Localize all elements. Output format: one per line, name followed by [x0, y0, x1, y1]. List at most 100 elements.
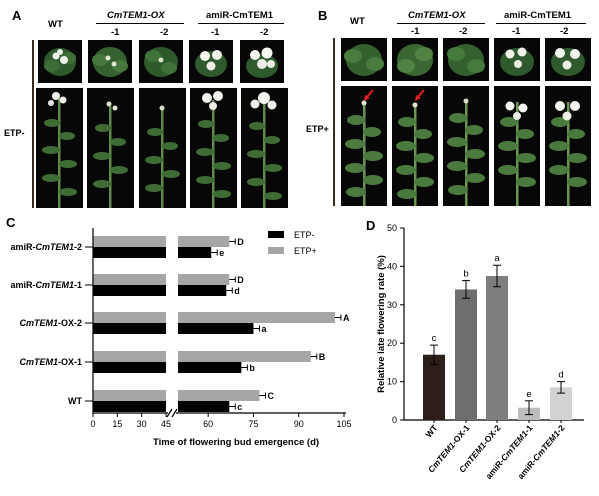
bar-etp-plus-left-1	[93, 274, 166, 285]
y-tick-label-d-5: 50	[387, 223, 397, 233]
bud-icon	[158, 57, 164, 63]
bar-d-1	[455, 289, 477, 420]
photo-a-plant-wt	[36, 88, 83, 208]
panel-a-row-bar	[32, 40, 34, 208]
panel-a-wt-label: WT	[48, 19, 63, 30]
panel-a-amir-label: amiR-CmTEM1	[206, 10, 274, 21]
legend-swatch-etp-minus	[268, 231, 284, 238]
panel-b-ox2-label: -2	[459, 26, 468, 37]
photo-a-plant-ox1	[87, 88, 134, 208]
sig-letter-d-3: e	[526, 389, 531, 400]
panel-b-amir2-label: -2	[560, 26, 569, 37]
leaf-rosette-icon	[397, 44, 433, 76]
panel-d-letter: D	[366, 218, 376, 233]
bar-etp-plus-1	[178, 274, 230, 285]
photo-b-plant-ox2	[443, 86, 489, 206]
leaf-rosette-icon	[92, 47, 128, 77]
bar-etp-minus-1	[178, 285, 227, 296]
bud-icon	[106, 101, 118, 111]
panel-b-ox-label: CmTEM1-OX	[408, 10, 466, 21]
y-tick-label-d-0: 0	[392, 415, 397, 425]
sig-letter-c-0-4: C	[267, 391, 274, 401]
panel-a-letter: A	[12, 8, 22, 23]
bar-etp-plus-left-3	[93, 351, 166, 362]
photo-a-plant-amir2	[241, 88, 288, 208]
y-tick-label-d-4: 40	[387, 261, 397, 271]
red-arrow-icon	[364, 89, 374, 101]
sig-letter-c-1-2: a	[261, 324, 267, 334]
photo-b-top-amir1	[494, 38, 540, 81]
bar-etp-minus-3	[178, 362, 242, 373]
bar-d-2	[486, 276, 508, 420]
category-label-c-0: amiR-CmTEM1-2	[10, 242, 82, 252]
category-label-c-4: WT	[68, 396, 82, 406]
panel-a-row-label: ETP-	[4, 128, 25, 138]
panel-b-row-bar	[333, 38, 335, 206]
panel-b-amir-underline	[496, 23, 586, 24]
panel-a-amir2-label: -2	[260, 27, 269, 38]
bud-icon	[159, 105, 165, 111]
photo-b-plant-ox1	[392, 86, 438, 206]
x-tick-label-c-r-3: 105	[336, 419, 351, 429]
panel-a-amir-underline	[198, 23, 284, 24]
panel-b-letter: B	[318, 8, 328, 23]
plant-stem-icon	[145, 110, 180, 208]
white-flower-icon	[48, 92, 67, 106]
red-arrow-icon	[415, 89, 425, 101]
y-tick-label-d-2: 20	[387, 338, 397, 348]
axis-break-mark-2	[171, 408, 178, 418]
bar-etp-minus-4	[178, 401, 230, 412]
white-flower-icon	[555, 101, 580, 121]
bar-etp-plus-2	[178, 312, 335, 323]
photo-b-top-ox2	[443, 38, 489, 81]
panel-a-ox1-label: -1	[111, 27, 120, 38]
white-flower-icon	[200, 50, 222, 71]
sig-letter-c-1-3: b	[249, 363, 255, 373]
x-tick-label-c-r-1: 75	[248, 419, 258, 429]
x-tick-label-c-l-3: 45	[161, 419, 171, 429]
panel-b-wt-label: WT	[350, 16, 365, 27]
photo-a-plant-ox2	[139, 88, 186, 208]
photo-a-top-amir1	[189, 40, 233, 83]
plant-stem-icon	[42, 98, 77, 208]
photo-b-top-amir2	[545, 38, 591, 81]
sig-letter-c-0-1: D	[237, 275, 244, 285]
x-tick-label-c-r-2: 90	[294, 419, 304, 429]
legend-label-etp-plus: ETP+	[294, 246, 317, 256]
x-tick-label-c-l-1: 15	[112, 419, 122, 429]
bar-etp-minus-left-3	[93, 362, 166, 373]
photo-b-top-ox1	[392, 38, 438, 81]
plant-stem-icon	[447, 100, 485, 206]
bar-etp-minus-left-0	[93, 247, 166, 258]
bar-etp-minus-left-4	[93, 401, 166, 412]
bar-d-4	[550, 387, 572, 420]
y-axis-title-d: Relative late flowering rate (%)	[376, 255, 387, 393]
photo-b-plant-wt	[341, 86, 387, 206]
photo-b-plant-amir2	[545, 86, 591, 206]
sig-letter-c-1-0: e	[219, 248, 224, 258]
category-label-c-3: CmTEM1-OX-1	[19, 357, 82, 367]
x-tick-label-c-r-0: 60	[203, 419, 213, 429]
photo-a-top-amir2	[240, 40, 284, 83]
sig-letter-d-0: c	[432, 333, 437, 344]
sig-letter-c-0-3: B	[319, 352, 326, 362]
x-tick-label-c-l-0: 0	[90, 419, 95, 429]
panel-b-ox1-label: -1	[411, 26, 420, 37]
x-tick-label-c-l-2: 30	[137, 419, 147, 429]
white-flower-icon	[250, 47, 275, 69]
bar-etp-plus-4	[178, 390, 260, 401]
white-flower-icon	[52, 49, 68, 64]
photo-a-top-wt	[38, 40, 82, 83]
panel-a-ox-underline	[96, 23, 184, 24]
plant-stem-icon	[345, 102, 383, 206]
sig-letter-d-1: b	[463, 269, 468, 280]
chart-c-flowering-time: De amiR-CmTEM1-2 Dd amiR-CmTEM1-1 Aa CmTEM1-O…	[10, 228, 352, 448]
plant-stem-icon	[396, 104, 434, 206]
leaf-rosette-icon	[44, 48, 76, 76]
bar-etp-minus-left-1	[93, 285, 166, 296]
category-label-c-1: amiR-CmTEM1-1	[10, 280, 82, 290]
photo-a-top-ox2	[139, 40, 183, 83]
sig-letter-c-1-1: d	[234, 286, 240, 296]
photo-b-plant-amir1	[494, 86, 540, 206]
